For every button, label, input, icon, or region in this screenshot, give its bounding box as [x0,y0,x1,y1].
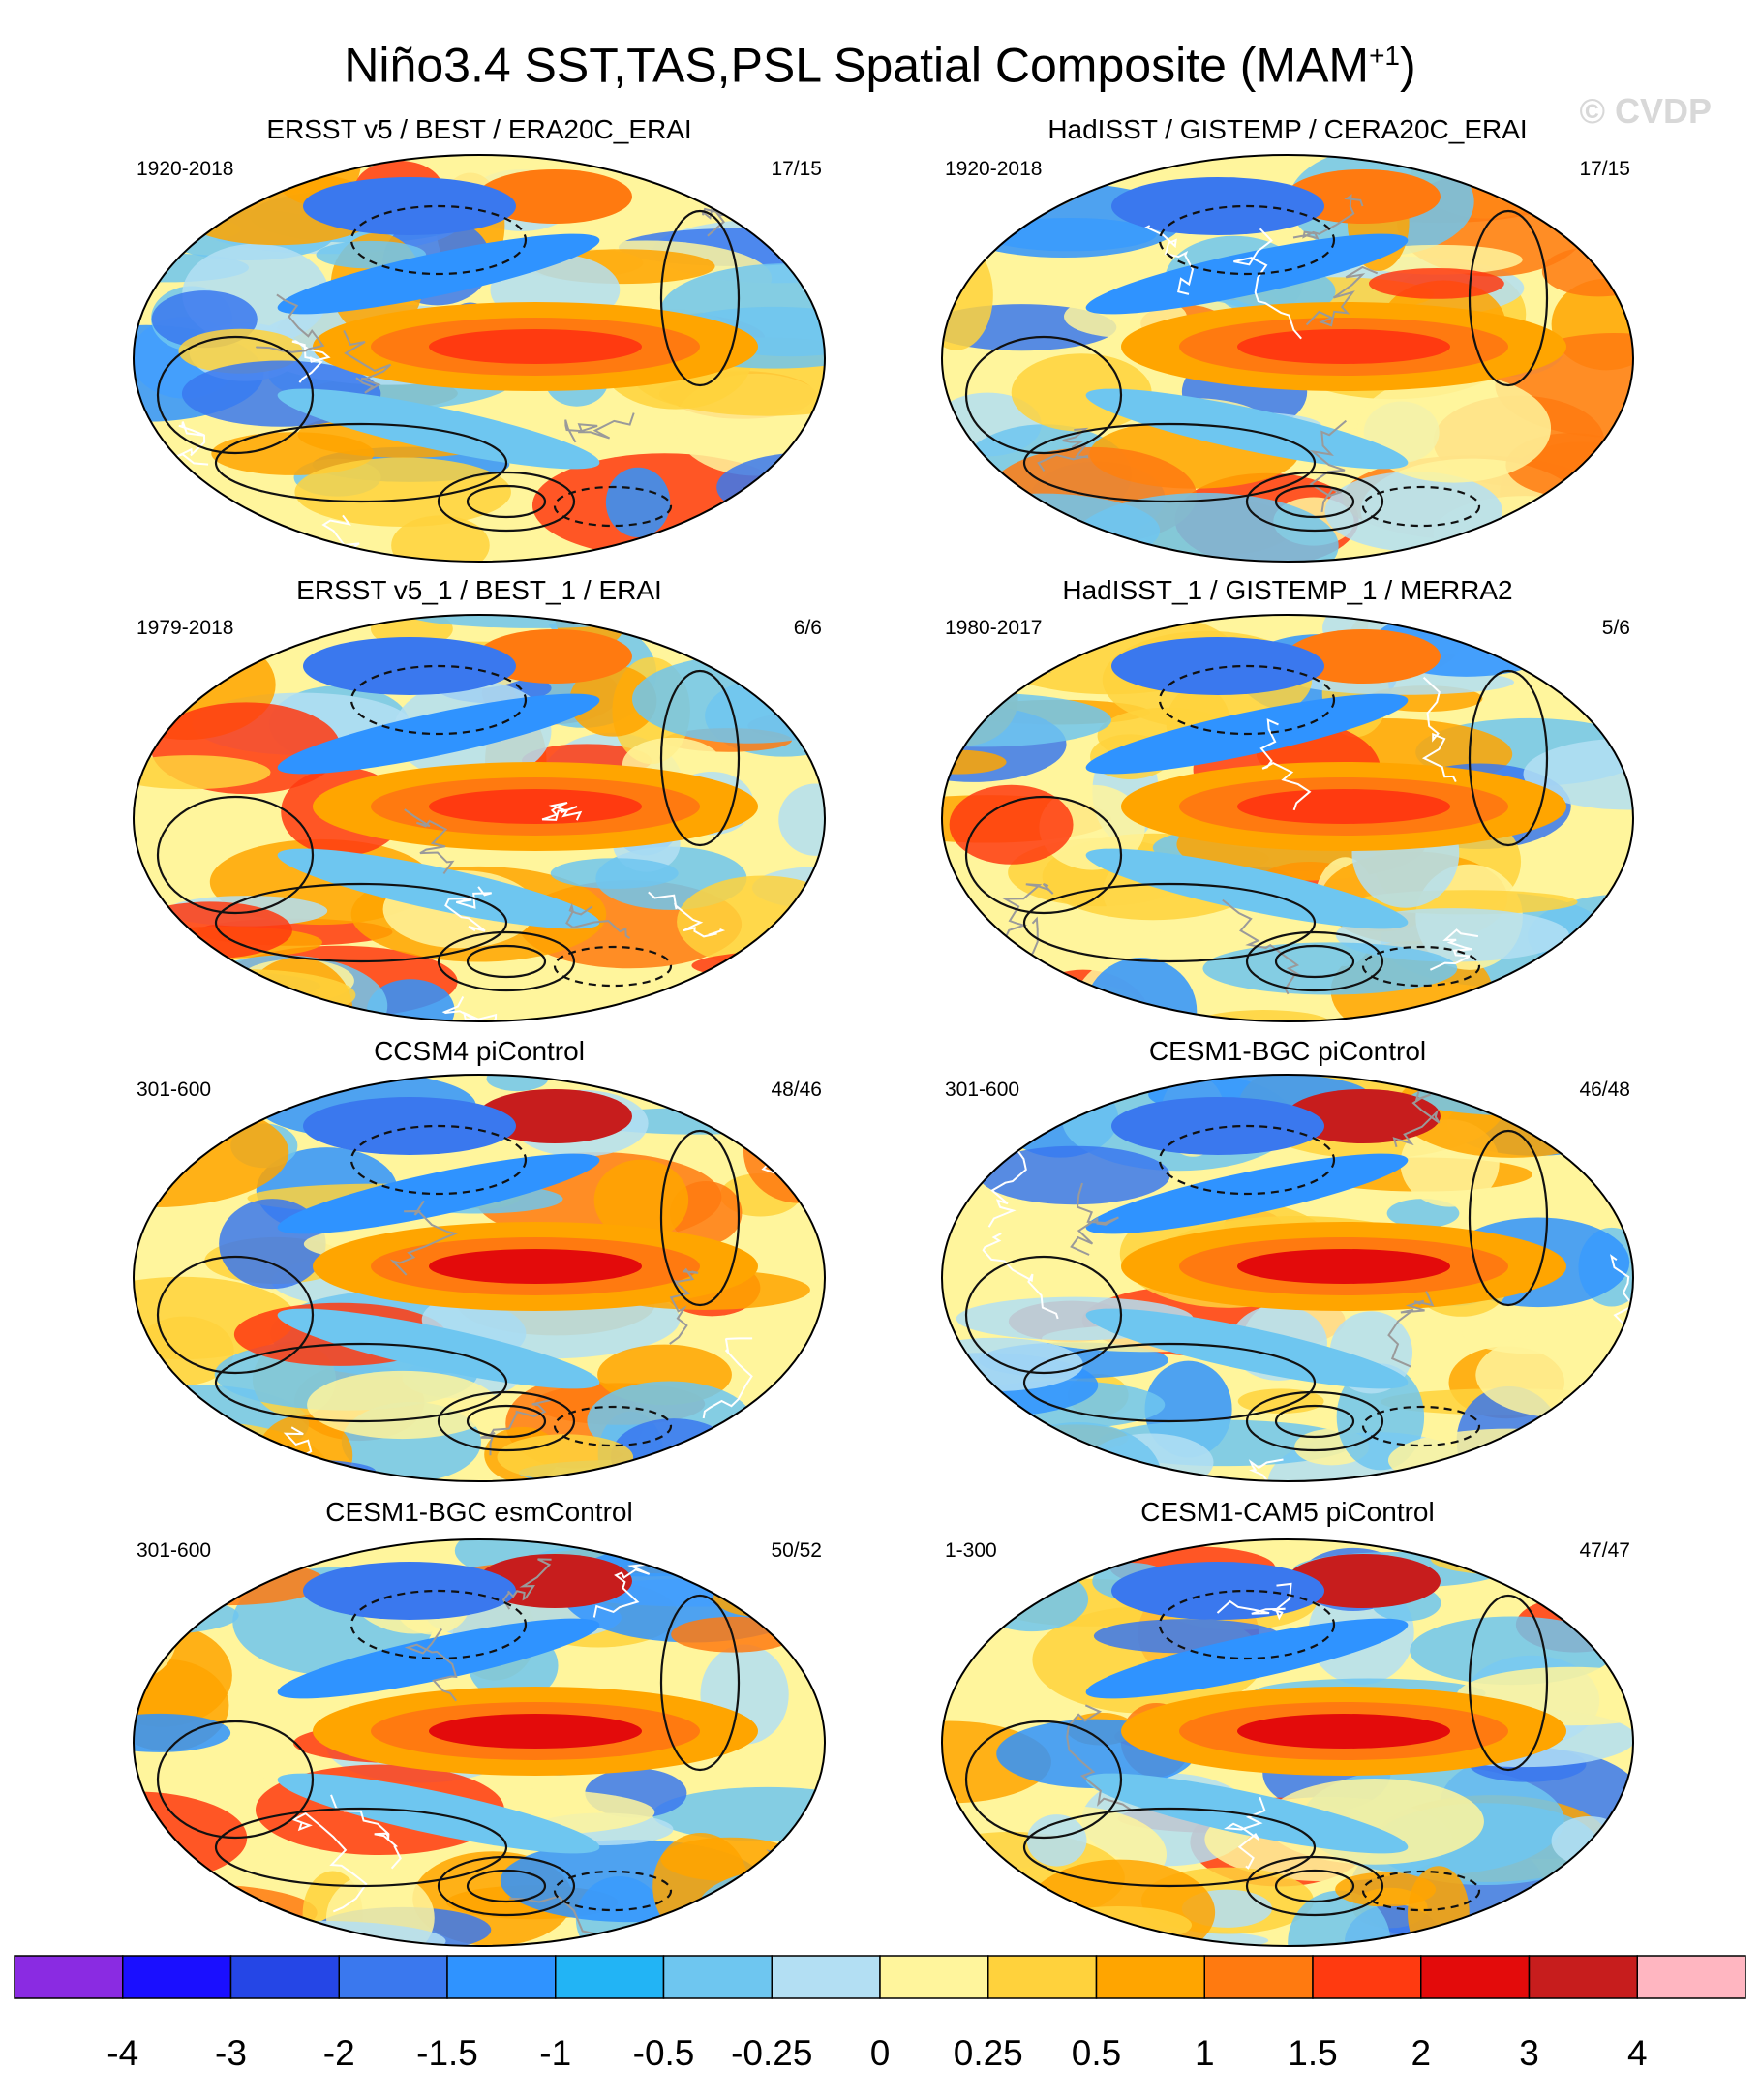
temperature-field [134,1539,825,1946]
panel-period: 1920-2018 [137,158,234,180]
colorbar-label: 4 [1626,2033,1648,2073]
colorbar-swatch [229,1955,340,1999]
cvdp-watermark: © CVDP [1579,91,1712,131]
map-outline [133,1538,826,1947]
panel-period: 1-300 [945,1539,997,1562]
colorbar-swatch [771,1955,881,1999]
panel-count: 50/52 [771,1539,822,1562]
panel-title: CESM1-BGC piControl [1148,1036,1427,1066]
colorbar-swatch [14,1955,124,1999]
map-panel [941,1538,1634,1947]
colorbar-swatch [338,1955,448,1999]
colorbar-swatch [122,1955,232,1999]
colorbar-label: -4 [106,2033,139,2073]
colorbar-swatch [662,1955,773,1999]
panel-period: 1980-2017 [945,617,1043,639]
colorbar-label: 3 [1519,2033,1539,2073]
colorbar-label: -0.5 [632,2033,695,2073]
colorbar-label: -2 [322,2033,355,2073]
colorbar-label: 0.5 [1071,2033,1122,2073]
panel-period: 301-600 [137,1539,212,1562]
panel-title: HadISST_1 / GISTEMP_1 / MERRA2 [1062,575,1513,605]
figure-title-close: ) [1400,38,1416,93]
colorbar-swatch [1636,1955,1746,1999]
panel-title: HadISST / GISTEMP / CERA20C_ERAI [1047,114,1528,144]
map-outline [941,1074,1634,1482]
map-outline [133,154,826,563]
map-panel [941,1074,1634,1482]
colorbar-label: 0.25 [953,2033,1023,2073]
temperature-field [942,155,1633,562]
map-outline [941,154,1634,563]
panel-period: 1920-2018 [945,158,1043,180]
panel-title: CCSM4 piControl [374,1036,585,1066]
map-panel [941,154,1634,563]
map-outline [941,1538,1634,1947]
colorbar-label: -1 [539,2033,572,2073]
panel-period: 1979-2018 [137,617,234,639]
panel-count: 17/15 [771,158,822,180]
panel-title: ERSST v5 / BEST / ERA20C_ERAI [266,114,692,144]
colorbar-swatch [446,1955,557,1999]
colorbar-swatch [1095,1955,1205,1999]
panel-count: 47/47 [1579,1539,1630,1562]
colorbar-label: -3 [215,2033,247,2073]
map-panel [133,154,826,563]
temperature-field [942,1539,1633,1946]
map-panel [133,614,826,1022]
colorbar-swatch [987,1955,1098,1999]
panel-count: 5/6 [1601,617,1630,639]
figure-title: Niño3.4 SST,TAS,PSL Spatial Composite (M… [0,27,1760,95]
colorbar-label: -0.25 [731,2033,813,2073]
colorbar-swatch [1312,1955,1422,1999]
panel-period: 301-600 [137,1079,212,1101]
panel-title: CESM1-BGC esmControl [325,1497,633,1527]
colorbar-label: 1.5 [1288,2033,1338,2073]
map-panel [941,614,1634,1022]
panel-title: ERSST v5_1 / BEST_1 / ERAI [296,575,662,605]
colorbar-label: -1.5 [416,2033,478,2073]
panel-count: 46/48 [1579,1079,1630,1101]
map-panel [133,1538,826,1947]
figure-title-superscript: +1 [1369,41,1401,71]
map-outline [941,614,1634,1022]
panel-count: 6/6 [793,617,822,639]
colorbar-swatch [1203,1955,1314,1999]
panel-title: CESM1-CAM5 piControl [1140,1497,1435,1527]
colorbar-swatch [1528,1955,1638,1999]
map-outline [133,614,826,1022]
panel-count: 48/46 [771,1079,822,1101]
colorbar-label: 1 [1194,2033,1215,2073]
colorbar-swatch [555,1955,665,1999]
panel-period: 301-600 [945,1079,1020,1101]
map-panel [133,1074,826,1482]
colorbar-swatch [1420,1955,1531,1999]
figure-title-text: Niño3.4 SST,TAS,PSL Spatial Composite (M… [344,38,1370,93]
map-outline [133,1074,826,1482]
panel-count: 17/15 [1579,158,1630,180]
colorbar-swatch [879,1955,989,1999]
colorbar-label: 0 [869,2033,891,2073]
colorbar-label: 2 [1411,2033,1432,2073]
